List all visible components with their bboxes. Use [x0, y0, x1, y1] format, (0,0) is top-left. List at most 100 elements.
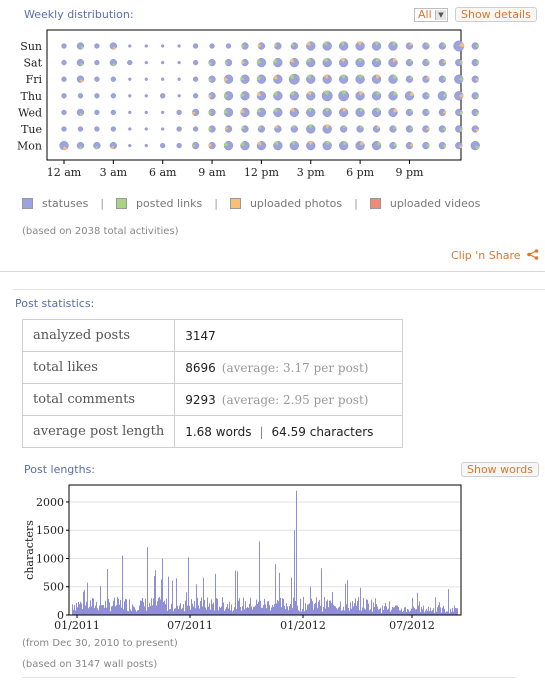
activity-bubble-segment — [393, 125, 397, 129]
activity-bubble-segment — [307, 124, 313, 129]
weekly-plot-frame — [46, 29, 462, 161]
activity-bubble-segment — [409, 91, 414, 96]
activity-bubble-segment — [274, 125, 278, 129]
show-details-button[interactable]: Show details — [455, 7, 537, 22]
activity-bubble-segment — [358, 74, 363, 80]
activity-bubble — [177, 77, 181, 81]
day-label: Fri — [26, 73, 43, 86]
activity-bubble-segment — [80, 62, 84, 66]
activity-bubble-segment — [458, 42, 464, 48]
activity-bubble-segment — [376, 108, 381, 113]
activity-bubble-segment — [325, 141, 331, 146]
activity-bubble — [161, 127, 165, 131]
day-label: Tue — [21, 123, 42, 136]
activity-bubble-segment — [289, 74, 295, 80]
stat-number: 8696 — [185, 360, 216, 375]
activity-bubble-segment — [273, 108, 278, 113]
activity-bubble-segment — [360, 125, 364, 129]
clip-n-share-label: Clip 'n Share — [451, 249, 521, 262]
activity-bubble-segment — [425, 126, 430, 131]
activity-filter-select[interactable]: All ▼ — [414, 8, 448, 22]
activity-bubble-segment — [475, 129, 479, 133]
activity-bubble-segment — [475, 94, 479, 99]
stat-average: (average: 2.95 per post) — [221, 392, 369, 407]
activity-bubble-segment — [307, 108, 312, 113]
legend-swatch-links — [116, 198, 128, 209]
activity-bubble-segment — [475, 61, 479, 65]
activity-bubble — [161, 110, 165, 115]
activity-bubble-segment — [240, 76, 245, 81]
activity-bubble — [192, 43, 199, 49]
activity-bubble-segment — [376, 91, 381, 96]
activity-bubble-segment — [257, 108, 262, 113]
activity-bubble-segment — [425, 143, 430, 148]
legend-separator: | — [100, 197, 105, 210]
activity-bubble-segment — [475, 145, 480, 150]
clip-n-share-link[interactable]: Clip 'n Share — [451, 249, 539, 262]
hour-label: 6 am — [149, 166, 177, 179]
activity-bubble-segment — [258, 43, 262, 48]
activity-bubble-segment — [224, 141, 229, 147]
activity-bubble — [209, 43, 215, 49]
day-label: Thu — [20, 90, 42, 103]
activity-bubble — [160, 93, 166, 99]
activity-bubble-segment — [241, 44, 245, 49]
activity-bubble-segment — [442, 127, 446, 132]
activity-bubble-segment — [224, 109, 229, 115]
stat-value: 3147 — [174, 319, 404, 352]
activity-bubble-segment — [425, 109, 430, 114]
activity-bubble-segment — [458, 76, 464, 82]
activity-bubble-segment — [409, 42, 413, 46]
activity-bubble-segment — [257, 91, 262, 97]
activity-bubble-segment — [475, 77, 479, 82]
activity-bubble-segment — [290, 108, 295, 113]
activity-bubble-segment — [374, 41, 380, 46]
activity-bubble-segment — [359, 108, 364, 113]
activity-bubble — [128, 77, 132, 81]
stat-average: (average: 3.17 per post) — [221, 360, 369, 375]
activity-bubble-segment — [475, 44, 479, 48]
activity-bubble-segment — [458, 60, 463, 64]
activity-bubble-segment — [409, 59, 413, 63]
show-words-button[interactable]: Show words — [461, 462, 539, 477]
activity-legend: statuses | posted links | uploaded photo… — [22, 197, 480, 210]
activity-bubble — [144, 127, 148, 131]
activity-bubble-segment — [475, 111, 479, 116]
stat-key: total likes — [21, 351, 176, 384]
activity-bubble-segment — [257, 59, 262, 64]
x-tick-label: 01/2012 — [280, 619, 326, 632]
section-divider — [22, 677, 515, 678]
activity-bubble — [144, 77, 148, 81]
activity-bubble-segment — [110, 145, 114, 149]
activity-bubble-segment — [112, 62, 116, 66]
y-tick-label: 1000 — [36, 552, 64, 565]
activity-bubble-segment — [409, 126, 413, 130]
activity-bubble — [128, 127, 132, 131]
activity-bubble — [225, 43, 232, 49]
activity-bubble-segment — [290, 91, 295, 96]
activity-bubble-segment — [393, 142, 397, 146]
activity-bubble-segment — [273, 91, 278, 96]
activity-bubble-segment — [376, 141, 381, 146]
activity-bubble-segment — [442, 43, 446, 47]
day-label: Mon — [17, 140, 42, 153]
activity-bubble — [128, 44, 132, 48]
stat-number: 3147 — [185, 328, 216, 343]
activity-bubble-segment — [273, 58, 278, 63]
activity-bubble-segment — [458, 111, 463, 115]
activity-bubble-segment — [79, 112, 84, 116]
activity-bubble-segment — [323, 74, 329, 80]
activity-bubble — [61, 59, 67, 66]
activity-bubble — [94, 93, 100, 99]
table-row: total likes 8696 (average: 3.17 per post) — [21, 351, 404, 384]
y-tick-label: 500 — [43, 581, 64, 594]
activity-bubble-segment — [80, 46, 84, 50]
activity-bubble-segment — [342, 125, 347, 129]
activity-bubble — [128, 143, 132, 148]
activity-bubble — [177, 60, 181, 65]
activity-bubble-segment — [323, 41, 328, 46]
y-tick-label: 2000 — [36, 496, 64, 509]
activity-bubble-segment — [442, 92, 447, 98]
activity-bubble-segment — [375, 74, 381, 80]
activity-bubble-segment — [240, 141, 245, 146]
